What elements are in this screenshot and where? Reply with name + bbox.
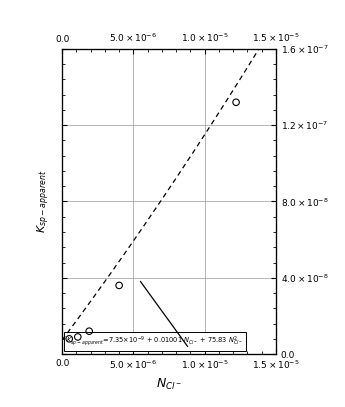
X-axis label: $N_{Cl^-}$: $N_{Cl^-}$ bbox=[156, 377, 182, 392]
Point bbox=[87, 328, 92, 335]
Point bbox=[75, 334, 80, 340]
Y-axis label: $K_{sp-apparent}$: $K_{sp-apparent}$ bbox=[35, 170, 52, 233]
Point bbox=[233, 99, 239, 105]
Point bbox=[67, 335, 72, 342]
Text: $K_{sp-apparent}$=7.35$\times$10$^{-9}$ + 0.01001 $N_{Cl^-}$ + 75.83 $N_{Cl^-}^{: $K_{sp-apparent}$=7.35$\times$10$^{-9}$ … bbox=[66, 334, 243, 348]
Point bbox=[116, 282, 122, 289]
